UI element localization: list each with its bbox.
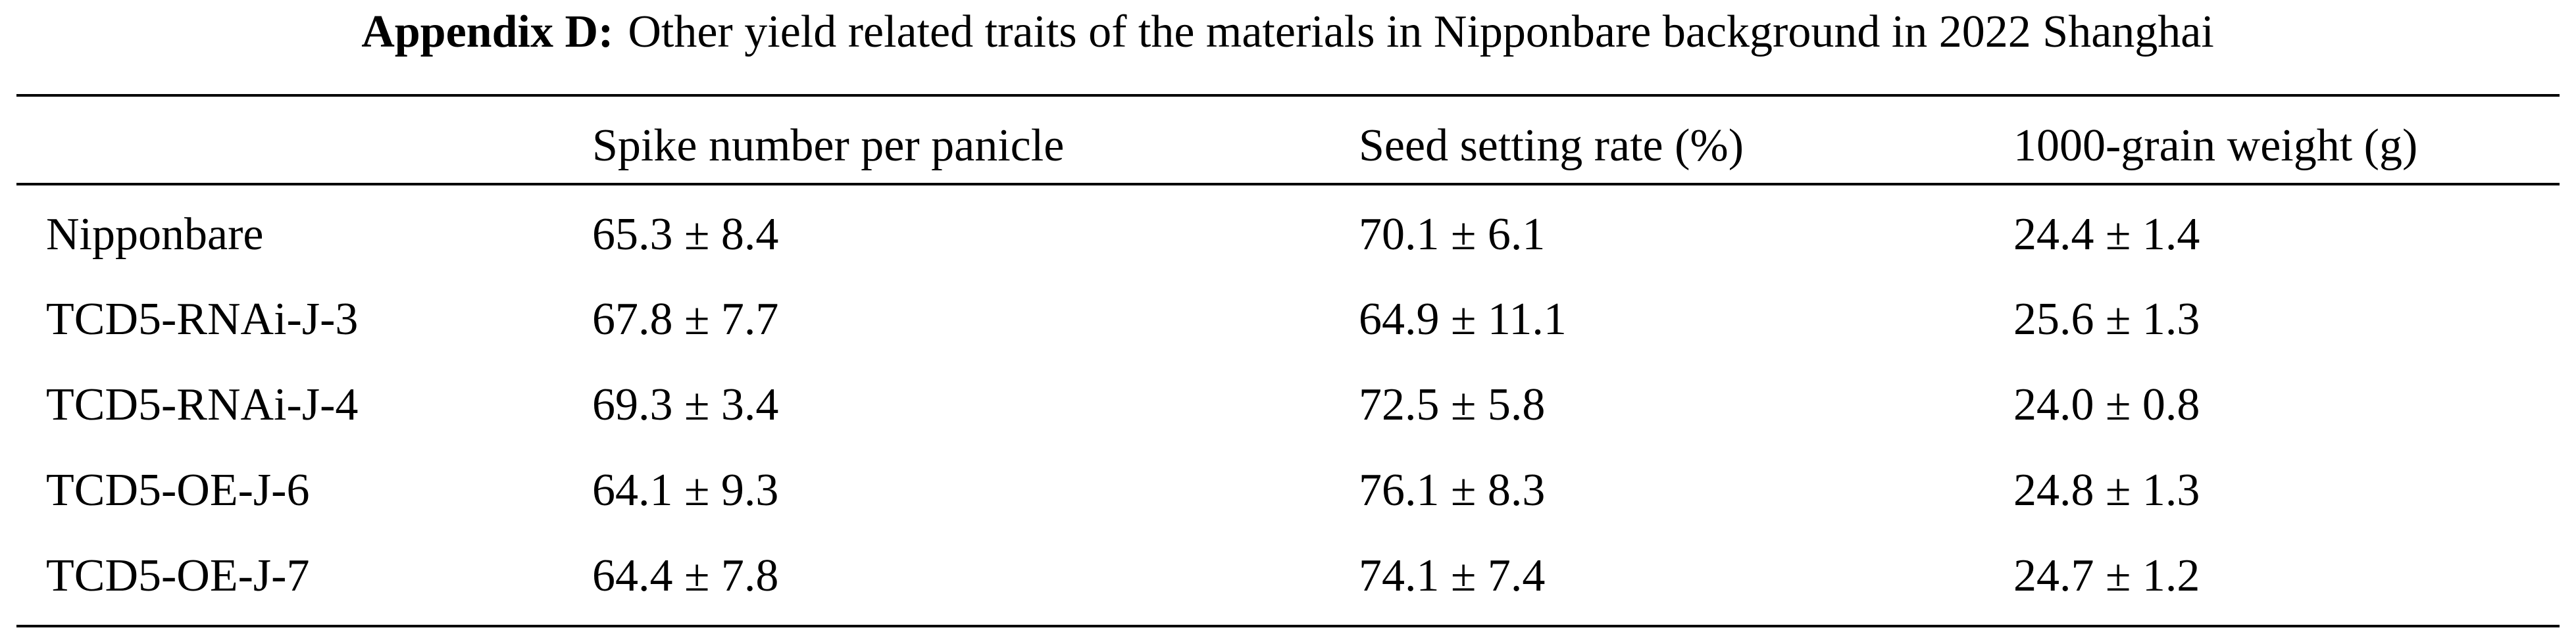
cell: 64.9 ± 11.1	[1359, 294, 1567, 345]
cell: 24.7 ± 1.2	[2013, 550, 2200, 601]
cell: 72.5 ± 5.8	[1359, 379, 1545, 430]
column-header: 1000-grain weight (g)	[2013, 120, 2417, 171]
cell: 70.1 ± 6.1	[1359, 209, 1545, 260]
cell: 24.0 ± 0.8	[2013, 379, 2200, 430]
cell: 64.1 ± 9.3	[592, 465, 778, 516]
cell: 69.3 ± 3.4	[592, 379, 778, 430]
row-label: TCD5-RNAi-J-3	[46, 294, 358, 345]
row-label: TCD5-OE-J-7	[46, 550, 309, 601]
title: Appendix D: Other yield related traits of…	[361, 7, 2214, 57]
title-label: Appendix D:	[361, 7, 613, 57]
cell: 25.6 ± 1.3	[2013, 294, 2200, 345]
cell: 24.8 ± 1.3	[2013, 465, 2200, 516]
cell: 65.3 ± 8.4	[592, 209, 778, 260]
cell: 67.8 ± 7.7	[592, 294, 778, 345]
cell: 64.4 ± 7.8	[592, 550, 778, 601]
cell: 24.4 ± 1.4	[2013, 209, 2200, 260]
row-label: Nipponbare	[46, 209, 263, 260]
column-header: Seed setting rate (%)	[1359, 120, 1744, 171]
cell: 74.1 ± 7.4	[1359, 550, 1545, 601]
row-label: TCD5-RNAi-J-4	[46, 379, 358, 430]
row-label: TCD5-OE-J-6	[46, 465, 309, 516]
column-header: Spike number per panicle	[592, 120, 1064, 171]
cell: 76.1 ± 8.3	[1359, 465, 1545, 516]
title-text: Other yield related traits of the materi…	[628, 7, 2213, 57]
